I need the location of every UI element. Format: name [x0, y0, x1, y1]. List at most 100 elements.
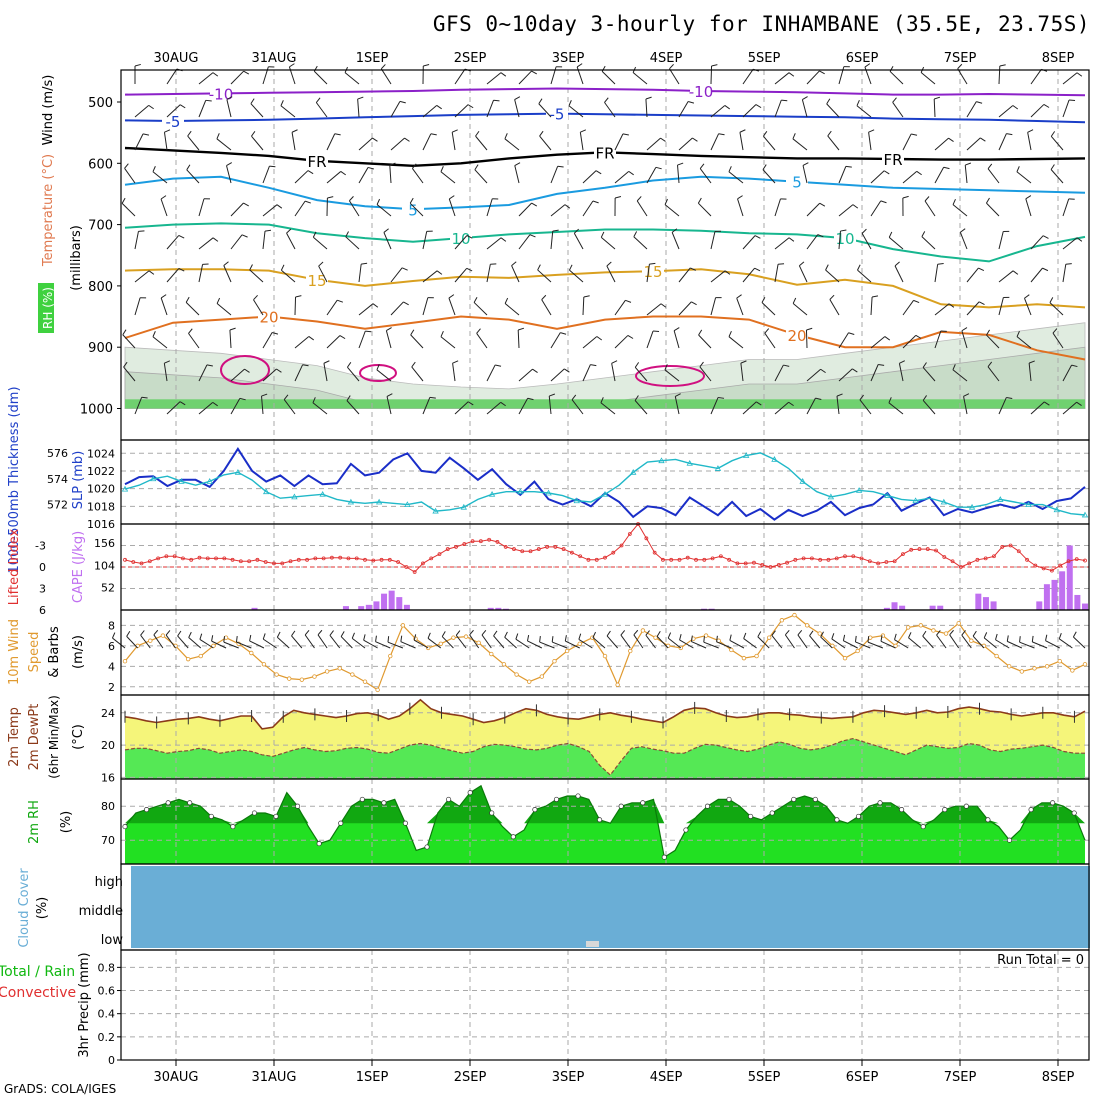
- pressure-tick-label: 600: [88, 157, 113, 172]
- barb-staff: [763, 135, 776, 151]
- lifted-index-point: [379, 557, 384, 562]
- rh-point: [963, 803, 969, 809]
- thickness-point: [912, 497, 919, 504]
- surface-wind-barb: [880, 635, 896, 649]
- barb-flag: [655, 166, 662, 170]
- barb-flag: [351, 632, 355, 639]
- lifted-index-point: [214, 556, 218, 561]
- wind-speed-point: [198, 653, 203, 659]
- barb-staff: [614, 170, 630, 184]
- wind-barb: [1027, 129, 1034, 151]
- temp-axis-label-4: (°C): [71, 724, 86, 750]
- barb-staff: [636, 200, 648, 217]
- barb-flag: [771, 630, 776, 636]
- surface-wind-barb: [249, 634, 265, 649]
- barb-staff: [1062, 72, 1078, 85]
- barb-staff: [441, 636, 454, 649]
- barb-staff: [998, 65, 1001, 85]
- barb-flag: [934, 96, 941, 100]
- wind-barb: [677, 162, 684, 184]
- barb-staff: [358, 330, 366, 349]
- barb-flag: [1012, 270, 1019, 275]
- surface-wind-barb: [831, 633, 846, 649]
- barb-flag: [690, 267, 696, 271]
- barb-staff: [422, 397, 431, 415]
- barb-staff: [669, 68, 680, 85]
- wind-barb: [323, 360, 330, 382]
- barb-staff: [390, 101, 401, 118]
- barb-flag: [703, 636, 705, 643]
- barb-flag: [1043, 104, 1050, 108]
- wind-barb: [678, 101, 695, 118]
- wind-barb: [934, 330, 947, 349]
- wind-barb: [538, 98, 552, 118]
- barb-staff: [784, 634, 795, 649]
- bottom-date-label: 4SEP: [650, 1070, 683, 1085]
- contour-label-bg: [882, 151, 904, 168]
- barb-staff: [375, 641, 391, 649]
- barb-flag: [473, 296, 478, 303]
- wind-barb: [774, 237, 795, 250]
- rh-label-swatch: [38, 283, 54, 333]
- barb-staff: [592, 637, 606, 649]
- barb-flag: [280, 264, 285, 271]
- barb-staff: [986, 334, 1000, 349]
- barb-staff: [646, 264, 650, 283]
- surface-wind-barb: [340, 631, 353, 649]
- barb-staff: [229, 330, 232, 349]
- wind-barb: [614, 299, 632, 316]
- barb-staff: [699, 366, 712, 382]
- wind-barb: [134, 396, 148, 415]
- wind-barb: [798, 261, 808, 283]
- lifted-index-point: [694, 557, 698, 562]
- barb-flag: [620, 630, 626, 636]
- barb-staff: [504, 303, 520, 316]
- wind-speed-point: [804, 623, 810, 628]
- barb-staff: [922, 367, 936, 382]
- rh-point: [165, 800, 171, 806]
- lifted-index-point: [561, 547, 566, 551]
- barb-flag: [711, 64, 718, 67]
- barb-flag: [829, 294, 835, 300]
- barb-flag: [660, 303, 667, 308]
- surface-wind-barb: [504, 631, 517, 649]
- barb-flag: [504, 297, 509, 304]
- wind-speed-point: [969, 638, 974, 643]
- barb-flag: [615, 196, 622, 199]
- barb-staff: [742, 68, 754, 85]
- barb-staff: [582, 200, 594, 217]
- barb-flag: [961, 327, 968, 332]
- lifted-index-point: [578, 554, 583, 559]
- rh-point: [187, 800, 193, 806]
- wind-barb: [742, 267, 761, 283]
- temp-tick-label: 16: [101, 771, 115, 784]
- barb-flag: [820, 368, 826, 374]
- barb-staff: [664, 204, 680, 217]
- barb-flag: [264, 229, 272, 232]
- barb-staff: [177, 635, 189, 649]
- barb-staff: [774, 401, 789, 415]
- surface-wind-barb: [854, 635, 871, 649]
- wind-barb: [326, 299, 344, 316]
- wind-speed-point: [1082, 662, 1088, 667]
- rh-point: [834, 817, 840, 823]
- barb-staff: [198, 72, 214, 85]
- barb-flag: [583, 295, 590, 298]
- wind-barb: [987, 163, 1000, 184]
- barb-flag: [527, 397, 534, 401]
- barb-flag: [1019, 636, 1021, 643]
- barb-flag: [845, 165, 852, 168]
- barb-staff: [606, 265, 616, 283]
- pressure-unit-label: (millibars): [69, 225, 84, 291]
- barb-staff: [646, 167, 657, 184]
- surface-wind-barb: [526, 634, 543, 649]
- wind-barb: [280, 100, 296, 118]
- barb-staff: [838, 204, 854, 217]
- barb-flag: [983, 632, 988, 639]
- barb-staff: [347, 366, 360, 382]
- contour-label-bg: [210, 85, 232, 102]
- barb-staff: [140, 634, 151, 649]
- cape-bar: [990, 601, 997, 610]
- wind-barb: [216, 133, 232, 151]
